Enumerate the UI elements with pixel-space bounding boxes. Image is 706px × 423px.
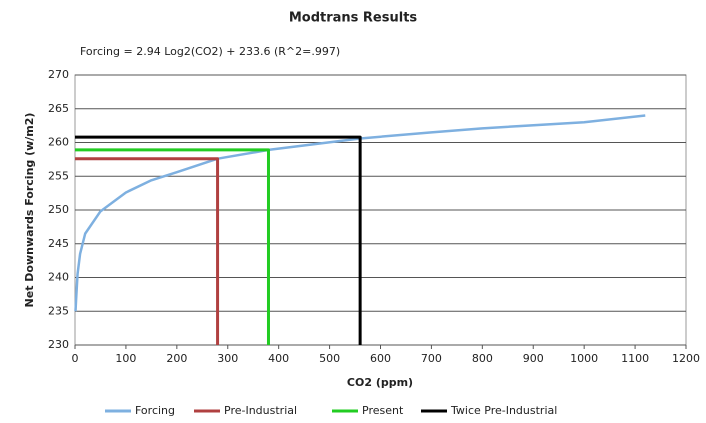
y-axis-label: Net Downwards Forcing (w/m2) bbox=[23, 113, 36, 308]
series-line bbox=[74, 114, 646, 312]
y-tick-label: 235 bbox=[48, 304, 69, 317]
x-axis-label: CO2 (ppm) bbox=[347, 376, 413, 389]
x-tick-label: 600 bbox=[370, 352, 391, 365]
y-tick-label: 260 bbox=[48, 136, 69, 149]
x-tick-label: 500 bbox=[319, 352, 340, 365]
x-tick-label: 300 bbox=[217, 352, 238, 365]
x-tick-label: 700 bbox=[421, 352, 442, 365]
x-tick-label: 800 bbox=[472, 352, 493, 365]
y-tick-label: 250 bbox=[48, 203, 69, 216]
x-tick-label: 1200 bbox=[672, 352, 700, 365]
x-tick-label: 1000 bbox=[570, 352, 598, 365]
x-tick-label: 100 bbox=[115, 352, 136, 365]
legend-label: Present bbox=[362, 404, 404, 417]
series-line bbox=[75, 157, 220, 345]
legend-label: Forcing bbox=[135, 404, 175, 417]
x-tick-label: 900 bbox=[523, 352, 544, 365]
y-tick-label: 265 bbox=[48, 102, 69, 115]
chart-title: Modtrans Results bbox=[289, 11, 418, 26]
x-tick-label: 200 bbox=[166, 352, 187, 365]
series-line bbox=[75, 135, 362, 345]
y-tick-label: 240 bbox=[48, 271, 69, 284]
legend-label: Twice Pre-Industrial bbox=[450, 404, 557, 417]
x-tick-label: 400 bbox=[268, 352, 289, 365]
x-tick-label: 0 bbox=[72, 352, 79, 365]
series-line bbox=[75, 148, 270, 345]
y-tick-label: 270 bbox=[48, 68, 69, 81]
x-tick-label: 1100 bbox=[621, 352, 649, 365]
annotation: Forcing = 2.94 Log2(CO2) + 233.6 (R^2=.9… bbox=[80, 45, 340, 58]
y-tick-label: 255 bbox=[48, 169, 69, 182]
legend-label: Pre-Industrial bbox=[224, 404, 297, 417]
y-tick-label: 245 bbox=[48, 237, 69, 250]
y-tick-label: 230 bbox=[48, 338, 69, 351]
